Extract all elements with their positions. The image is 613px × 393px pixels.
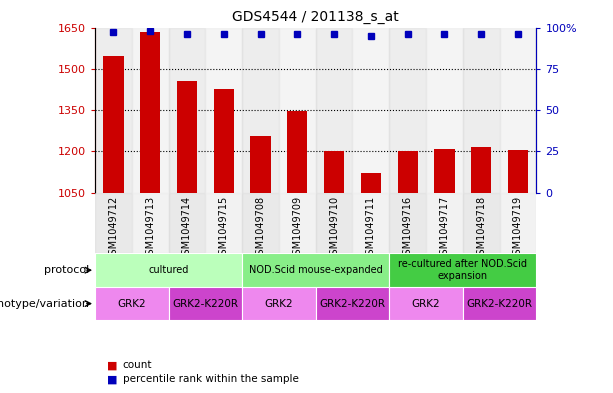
- Bar: [169, 287, 242, 320]
- Bar: [242, 193, 279, 253]
- Text: GSM1049708: GSM1049708: [256, 196, 265, 261]
- Bar: [177, 81, 197, 193]
- Text: GSM1049717: GSM1049717: [440, 196, 449, 261]
- Text: GSM1049719: GSM1049719: [513, 196, 523, 261]
- Text: GRK2: GRK2: [265, 299, 293, 309]
- Text: genotype/variation: genotype/variation: [0, 299, 89, 309]
- Bar: [103, 57, 124, 193]
- Bar: [95, 253, 242, 287]
- Bar: [352, 28, 389, 193]
- Bar: [95, 287, 169, 320]
- Bar: [471, 147, 492, 193]
- Text: protocol: protocol: [44, 265, 89, 275]
- Text: ■: ■: [107, 360, 118, 371]
- Text: GSM1049709: GSM1049709: [292, 196, 302, 261]
- Bar: [169, 193, 205, 253]
- Text: GRK2-K220R: GRK2-K220R: [466, 299, 533, 309]
- Bar: [389, 28, 426, 193]
- Text: re-cultured after NOD.Scid
expansion: re-cultured after NOD.Scid expansion: [398, 259, 527, 281]
- Bar: [463, 193, 500, 253]
- Bar: [279, 193, 316, 253]
- Bar: [435, 149, 455, 193]
- Text: GSM1049716: GSM1049716: [403, 196, 413, 261]
- Text: GSM1049712: GSM1049712: [109, 196, 118, 261]
- Bar: [426, 28, 463, 193]
- Bar: [389, 193, 426, 253]
- Bar: [324, 151, 345, 193]
- Bar: [316, 193, 352, 253]
- Bar: [361, 173, 381, 193]
- Bar: [205, 28, 242, 193]
- Bar: [287, 112, 308, 193]
- Bar: [242, 28, 279, 193]
- Bar: [279, 28, 316, 193]
- Bar: [389, 287, 463, 320]
- Bar: [398, 151, 418, 193]
- Text: ■: ■: [107, 374, 118, 384]
- Text: GSM1049710: GSM1049710: [329, 196, 339, 261]
- Bar: [95, 193, 132, 253]
- Text: GRK2: GRK2: [118, 299, 146, 309]
- Text: GSM1049714: GSM1049714: [182, 196, 192, 261]
- Bar: [316, 287, 389, 320]
- Text: GRK2-K220R: GRK2-K220R: [319, 299, 386, 309]
- Bar: [426, 193, 463, 253]
- Bar: [132, 193, 169, 253]
- Bar: [352, 193, 389, 253]
- Text: cultured: cultured: [148, 265, 189, 275]
- Bar: [205, 193, 242, 253]
- Text: GSM1049715: GSM1049715: [219, 196, 229, 261]
- Text: count: count: [123, 360, 152, 371]
- Bar: [500, 28, 536, 193]
- Bar: [169, 28, 205, 193]
- Text: NOD.Scid mouse-expanded: NOD.Scid mouse-expanded: [249, 265, 383, 275]
- Bar: [508, 150, 528, 193]
- Bar: [251, 136, 271, 193]
- Bar: [463, 287, 536, 320]
- Bar: [242, 253, 389, 287]
- Text: GSM1049713: GSM1049713: [145, 196, 155, 261]
- Text: GRK2: GRK2: [412, 299, 440, 309]
- Bar: [132, 28, 169, 193]
- Bar: [95, 28, 132, 193]
- Bar: [500, 193, 536, 253]
- Text: GSM1049718: GSM1049718: [476, 196, 486, 261]
- Text: GRK2-K220R: GRK2-K220R: [172, 299, 238, 309]
- Bar: [140, 32, 161, 193]
- Text: percentile rank within the sample: percentile rank within the sample: [123, 374, 299, 384]
- Bar: [463, 28, 500, 193]
- Bar: [242, 287, 316, 320]
- Bar: [389, 253, 536, 287]
- Title: GDS4544 / 201138_s_at: GDS4544 / 201138_s_at: [232, 10, 399, 24]
- Bar: [316, 28, 352, 193]
- Bar: [214, 90, 234, 193]
- Text: GSM1049711: GSM1049711: [366, 196, 376, 261]
